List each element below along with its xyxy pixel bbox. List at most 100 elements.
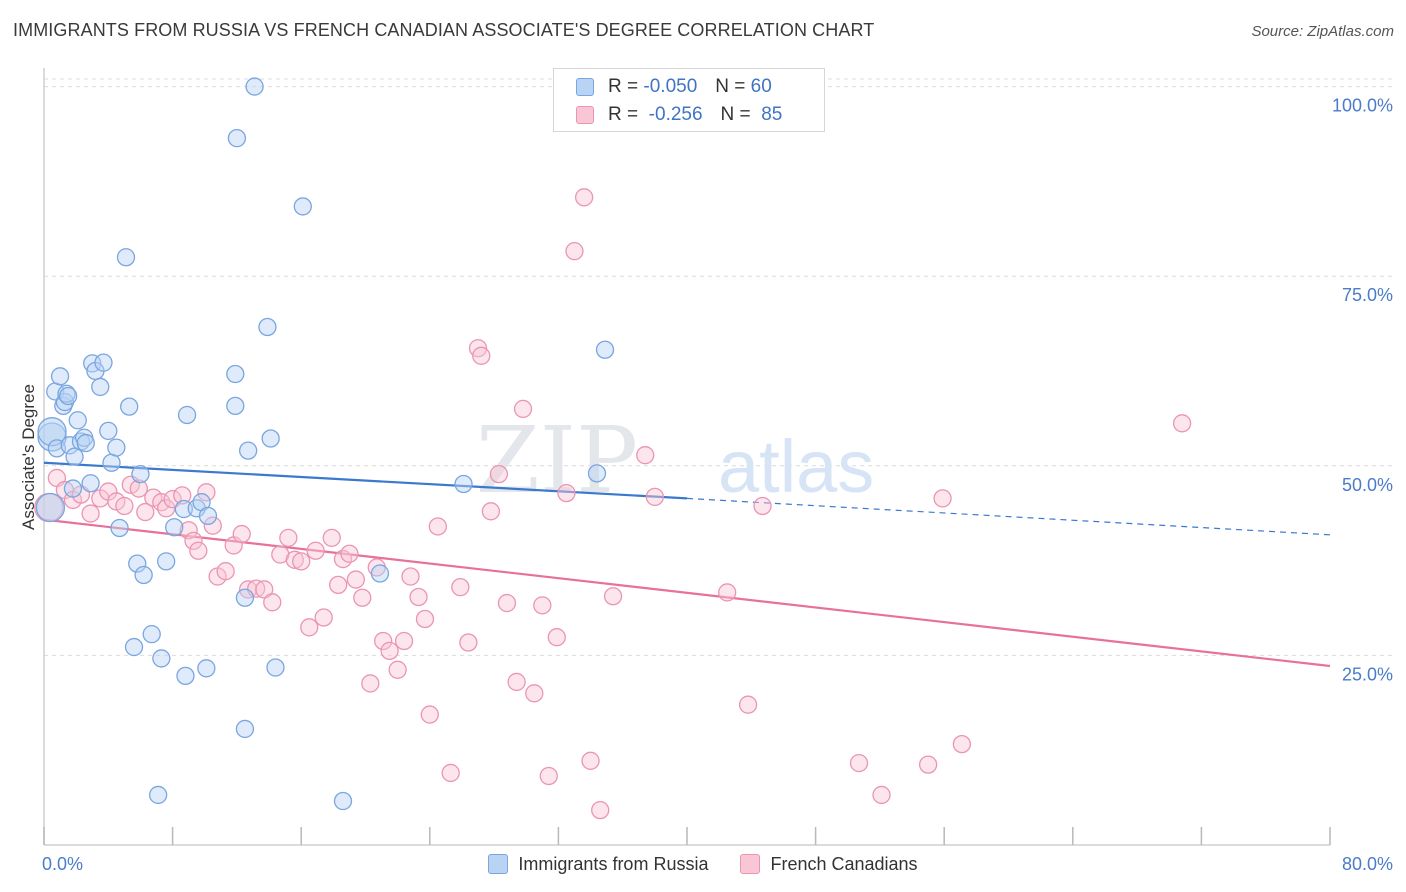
point-french-canadians [451,577,470,597]
point-immigrants-from-russia [293,197,312,216]
point-french-canadians [565,242,584,261]
point-french-canadians [322,528,341,547]
point-french-canadians [952,734,972,754]
legend-item-russia[interactable]: Immigrants from Russia [488,854,708,875]
point-french-canadians [547,628,566,647]
point-french-canadians [197,483,216,502]
point-french-canadians [300,618,319,637]
point-french-canadians [497,593,517,613]
legend-swatch-pink [740,854,761,874]
point-immigrants-from-russia [107,438,126,457]
point-french-canadians [329,575,348,595]
points-immigrants-from-russia [35,77,615,811]
point-french-canadians [346,570,366,589]
point-immigrants-from-russia [226,364,245,384]
point-immigrants-from-russia [333,791,353,811]
point-immigrants-from-russia [99,421,118,441]
y-tick-labels: 25.0% 50.0% 75.0% 100.0% [1332,96,1393,685]
point-french-canadians [513,399,533,419]
point-french-canadians [849,753,869,773]
point-french-canadians [306,541,325,560]
point-french-canadians [189,541,208,560]
r-label: R = [608,104,639,125]
point-immigrants-from-russia [68,411,87,430]
legend-item-french-canadians[interactable]: French Canadians [740,853,918,875]
point-immigrants-from-russia [134,565,153,585]
r-label: R = [608,76,639,97]
chart-title: IMMIGRANTS FROM RUSSIA VS FRENCH CANADIA… [13,20,875,40]
legend-label: French Canadians [770,853,918,874]
point-french-canadians [738,695,758,714]
point-immigrants-from-russia [110,518,129,538]
point-french-canadians [574,188,594,207]
point-french-canadians [539,766,558,786]
watermark: ZIP atlas [476,407,874,514]
y-tick-label: 75.0% [1342,285,1393,305]
point-immigrants-from-russia [50,367,70,386]
axes [43,68,1331,846]
series-legend: Immigrants from Russia French Canadians [0,852,1406,876]
point-french-canadians [441,763,460,783]
point-french-canadians [136,502,155,522]
point-french-canadians [428,517,447,536]
point-french-canadians [173,486,192,505]
point-immigrants-from-russia [128,554,147,573]
point-french-canadians [380,641,399,660]
point-french-canadians [232,524,251,544]
point-immigrants-from-russia [258,317,277,337]
point-immigrants-from-russia [63,479,83,498]
y-axis-title: Associate's Degree [19,384,38,530]
point-french-canadians [184,531,203,551]
point-immigrants-from-russia [235,719,255,739]
legend-row-russia: R = -0.050 N = 60 [576,75,772,99]
point-french-canadians [263,593,282,612]
point-immigrants-from-russia [239,441,258,460]
correlation-legend: R = -0.050 N = 60 R = -0.256 N = 85 [553,68,825,132]
point-immigrants-from-russia [120,397,139,416]
point-french-canadians [525,684,544,703]
point-french-canadians [279,528,298,547]
point-immigrants-from-russia [174,499,194,519]
x-tick-labels: 0.0% 80.0% [42,854,1393,874]
source-label: Source: ZipAtlas.com [1251,23,1394,40]
point-french-canadians [409,587,428,607]
trend-line-russia [43,461,688,500]
point-immigrants-from-russia [37,417,67,447]
watermark-zip: ZIP [476,407,638,514]
point-french-canadians [645,487,664,507]
y-tick-label: 25.0% [1342,664,1393,684]
point-french-canadians [420,705,439,724]
watermark-atlas: atlas [718,425,874,508]
x-tick-label: 80.0% [1342,854,1393,874]
y-axis-label: Associate's Degree [19,384,38,530]
point-immigrants-from-russia [148,785,168,805]
point-immigrants-from-russia [152,649,171,668]
n-label: N = [715,76,746,97]
point-french-canadians [115,496,134,516]
point-french-canadians [718,583,737,602]
point-french-canadians [285,550,304,569]
point-immigrants-from-russia [58,386,78,406]
point-immigrants-from-russia [197,659,216,678]
point-immigrants-from-russia [165,518,184,537]
point-french-canadians [361,674,380,693]
point-french-canadians [157,499,176,518]
point-immigrants-from-russia [266,658,285,677]
point-immigrants-from-russia [454,474,473,494]
n-label: N = [720,104,751,125]
point-french-canadians [314,608,333,627]
point-french-canadians [581,751,600,770]
point-french-canadians [255,580,274,599]
point-immigrants-from-russia [245,77,264,96]
point-immigrants-from-russia [595,340,615,359]
point-immigrants-from-russia [102,453,121,472]
point-immigrants-from-russia [176,666,195,686]
point-immigrants-from-russia [587,464,607,483]
trend-line-russia-extension [686,497,1331,536]
point-immigrants-from-russia [124,637,144,657]
point-immigrants-from-russia [94,353,113,372]
point-immigrants-from-russia [198,506,218,525]
point-french-canadians [292,552,311,571]
point-french-canadians [129,479,148,498]
